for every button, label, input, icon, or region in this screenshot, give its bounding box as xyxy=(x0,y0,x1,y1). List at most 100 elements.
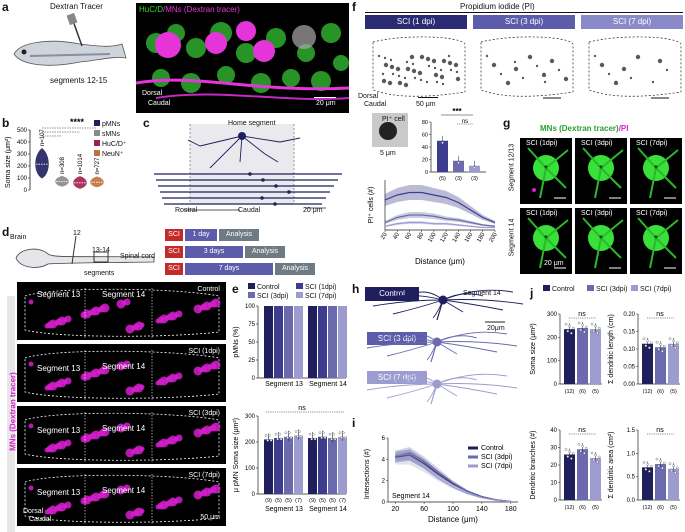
pi-cell xyxy=(453,62,459,68)
axon-dot xyxy=(273,202,277,206)
segments-label: segments 12-15 xyxy=(50,76,108,85)
dendrite xyxy=(241,135,281,143)
mn-cell xyxy=(28,299,34,305)
tracing-dendrite xyxy=(382,295,444,301)
pi-cell xyxy=(447,60,453,66)
y-axis-label: pMNs (%) xyxy=(233,326,240,357)
data-point xyxy=(584,325,588,329)
legend-label: SCI (1dpi) xyxy=(305,284,337,291)
ns-label: ns xyxy=(578,427,586,434)
legend-swatch xyxy=(248,292,255,298)
data-point xyxy=(338,431,342,435)
legend-label: Control xyxy=(552,286,575,293)
dendrite xyxy=(219,135,243,159)
tracing-dendrite xyxy=(412,291,444,301)
cord-outline xyxy=(24,288,220,337)
pi-cell xyxy=(651,80,655,84)
mn-cell xyxy=(193,366,203,376)
pi-cell-label: PI⁺ cell xyxy=(382,116,405,123)
cord-outline xyxy=(24,350,220,399)
dendrite xyxy=(279,137,301,143)
segment14-label: Segment 14 xyxy=(102,362,146,371)
condition-label: SCI (3dpi) xyxy=(188,410,220,417)
data-point xyxy=(648,470,651,473)
legend-hucd: HuC/D⁺ xyxy=(101,141,127,148)
legend-label: SCI (3dpi) xyxy=(596,286,628,293)
x-category-label: Segment 13 xyxy=(265,506,303,513)
mn-cell xyxy=(125,386,135,396)
data-point xyxy=(577,442,581,446)
data-point xyxy=(579,450,583,453)
data-point xyxy=(670,469,674,472)
pi-cell xyxy=(543,80,547,84)
g-title-mns: MNs (Dextran tracer) xyxy=(540,124,619,133)
panel-letter-j: j xyxy=(530,286,534,300)
tracing-dendrite xyxy=(436,383,458,397)
pi-cell xyxy=(431,58,437,64)
dextran-image xyxy=(24,288,221,338)
x-tick-label: 180 xyxy=(476,231,487,243)
data-point xyxy=(642,337,646,341)
bar xyxy=(655,347,666,384)
data-point xyxy=(299,435,303,438)
n-label: n=727 xyxy=(95,157,101,175)
legend-item: SCI (7dpi) xyxy=(296,292,337,300)
bar xyxy=(642,467,653,500)
g-micrograph: * SCI (1dpi) 20 μm xyxy=(520,208,572,274)
significance-stars: **** xyxy=(70,117,85,127)
mn-cell xyxy=(116,299,126,309)
legend-swatch xyxy=(248,283,255,289)
y-tick-label: 200 xyxy=(547,335,558,341)
y-tick-label: 400 xyxy=(17,140,28,146)
sci-chip: SCI xyxy=(165,263,183,275)
ns-label: ns xyxy=(578,311,586,318)
data-point xyxy=(594,453,597,457)
dendrite xyxy=(199,135,243,147)
pi-bar-chart: 0 20 40 60 80 (5) (3) (3) ***ns xyxy=(422,107,486,182)
data-point xyxy=(318,431,322,435)
n-label: (6) xyxy=(657,505,664,511)
pi-cell xyxy=(403,82,409,88)
n-label: n=1014 xyxy=(78,153,84,174)
mn-cell xyxy=(193,490,203,500)
brain-label: Brain xyxy=(10,234,27,241)
legend-neun: NeuN⁺ xyxy=(101,151,124,158)
pi-cell xyxy=(599,62,605,68)
analysis-chip: Analysis xyxy=(245,246,285,258)
data-point xyxy=(668,462,672,465)
asterisk: * xyxy=(544,234,548,245)
dorsal-label-d: Dorsal xyxy=(23,508,44,515)
pi-cell xyxy=(439,74,445,80)
data-point xyxy=(655,457,659,461)
ns-label: ns xyxy=(298,405,306,412)
bar xyxy=(338,306,347,378)
legend-label: SCI (3dpi) xyxy=(257,293,289,300)
x-category-label: Segment 14 xyxy=(309,381,347,388)
tracing-dendrite xyxy=(376,337,438,343)
bar xyxy=(274,438,283,494)
y-tick-label: 1.0 xyxy=(627,451,636,457)
tracing-dendrite xyxy=(372,299,444,307)
x-tick-label: 20 xyxy=(380,231,389,240)
segment14-label: Segment 14 xyxy=(102,486,146,495)
n-label: (12) xyxy=(643,505,653,511)
sci-chip: SCI xyxy=(165,229,183,241)
y-tick-label: 0.00 xyxy=(623,382,635,388)
pi-cell xyxy=(499,72,503,76)
bar xyxy=(577,449,588,500)
pi-cell xyxy=(549,58,555,64)
axon-dot xyxy=(287,190,291,194)
tracing-dendrite xyxy=(436,383,498,395)
y-axis-label: Intersections (#) xyxy=(364,449,371,499)
y-tick-label: 100 xyxy=(245,304,256,310)
bar xyxy=(328,306,337,378)
data-point xyxy=(330,437,333,441)
panel-letter-a: a xyxy=(2,0,9,14)
pi-cell xyxy=(439,68,443,72)
tracing-dendrite xyxy=(436,383,518,389)
pi-inset xyxy=(372,113,408,147)
data-point xyxy=(594,324,597,328)
legend-swatch xyxy=(631,285,638,291)
legend-swatch xyxy=(94,130,100,136)
legend-label: SCI (7dpi) xyxy=(305,293,337,300)
